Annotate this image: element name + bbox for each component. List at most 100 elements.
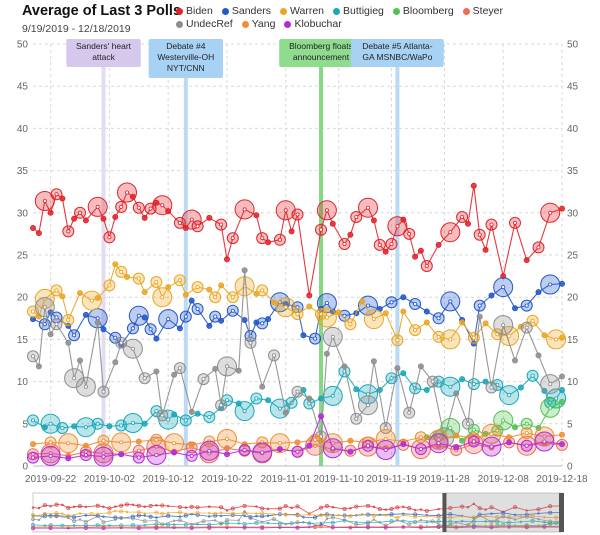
navigator-point bbox=[436, 519, 441, 524]
data-point-center bbox=[130, 420, 135, 425]
data-point-biden bbox=[470, 182, 477, 189]
data-point-klobuchar bbox=[118, 451, 125, 458]
navigator-point bbox=[378, 513, 382, 517]
data-point-undecref bbox=[370, 358, 377, 365]
data-point-center bbox=[154, 452, 159, 457]
navigator-point bbox=[201, 519, 206, 524]
navigator-handle-left[interactable] bbox=[442, 493, 447, 532]
navigator-point bbox=[324, 503, 329, 509]
data-point-buttigieg bbox=[141, 420, 148, 427]
navigator-point bbox=[83, 525, 88, 531]
legend-item-sanders[interactable]: Sanders bbox=[221, 5, 271, 18]
data-point-center bbox=[207, 414, 212, 419]
navigator-point bbox=[124, 502, 130, 507]
legend-label: Buttigieg bbox=[343, 5, 384, 17]
navigator-point bbox=[260, 506, 265, 511]
navigator-point bbox=[436, 524, 441, 529]
data-point-center bbox=[389, 376, 394, 381]
navigator-point bbox=[142, 519, 147, 524]
data-point-biden bbox=[382, 248, 389, 255]
legend-item-undecref[interactable]: UndecRef bbox=[176, 18, 233, 31]
navigator-point bbox=[54, 513, 59, 518]
navigator-point bbox=[260, 525, 265, 530]
legend-item-buttigieg[interactable]: Buttigieg bbox=[333, 5, 384, 18]
y-tick-label-right: 10 bbox=[567, 377, 579, 388]
data-point-center bbox=[471, 335, 476, 340]
navigator-point bbox=[537, 524, 540, 527]
navigator-point bbox=[460, 514, 464, 518]
navigator-point bbox=[278, 526, 282, 529]
navigator-point bbox=[501, 510, 506, 515]
navigator-point bbox=[349, 525, 352, 528]
data-point-center bbox=[513, 220, 518, 225]
data-point-center bbox=[318, 227, 323, 232]
navigator-line-yang bbox=[32, 525, 563, 528]
navigator-point bbox=[160, 522, 165, 527]
data-point-center bbox=[436, 441, 441, 446]
y-tick-label-left: 30 bbox=[17, 208, 29, 219]
y-tick-label-right: 15 bbox=[567, 335, 579, 346]
navigator-point bbox=[130, 516, 135, 521]
data-point-biden bbox=[435, 241, 442, 248]
data-point-biden bbox=[482, 246, 489, 253]
main-chart: 0 0 5 5 10 10 15 15 20 20 25 25 30 30 35 35 40 40 45 45 50 50… bbox=[17, 39, 588, 485]
legend-item-bloomberg[interactable]: Bloomberg bbox=[392, 5, 454, 18]
navigator-point bbox=[154, 525, 159, 530]
data-point-warren bbox=[359, 298, 366, 305]
data-point-center bbox=[119, 340, 124, 345]
legend-item-steyer[interactable]: Steyer bbox=[462, 5, 503, 18]
data-point-warren bbox=[112, 261, 119, 268]
navigator-point bbox=[537, 517, 540, 521]
data-point-center bbox=[395, 338, 400, 343]
navigator-point bbox=[384, 508, 387, 511]
legend-swatch bbox=[392, 8, 400, 15]
navigator-point bbox=[543, 525, 546, 529]
legend-item-biden[interactable]: Biden bbox=[176, 5, 213, 18]
data-point-center bbox=[107, 283, 112, 288]
data-point-center bbox=[524, 443, 529, 448]
navigator-point bbox=[107, 506, 112, 511]
data-point-center bbox=[119, 423, 124, 428]
navigator-handle-right[interactable] bbox=[559, 493, 564, 532]
navigator-series bbox=[30, 502, 565, 531]
data-point-biden bbox=[329, 220, 336, 227]
navigator-point bbox=[195, 510, 200, 515]
data-point-center bbox=[548, 282, 553, 287]
navigator-line-bloomberg bbox=[426, 522, 563, 528]
data-point-center bbox=[377, 242, 382, 247]
navigator-point bbox=[519, 520, 523, 524]
data-point-buttigieg bbox=[517, 384, 524, 391]
x-tick-label: 2019-11-19 bbox=[366, 474, 417, 485]
navigator-point bbox=[495, 519, 500, 524]
navigator-point bbox=[354, 522, 359, 527]
navigator-point bbox=[154, 524, 159, 529]
navigator-point bbox=[119, 523, 124, 528]
navigator-point bbox=[143, 512, 146, 515]
navigator-point bbox=[260, 520, 264, 524]
data-point-sanders bbox=[265, 316, 272, 323]
data-point-center bbox=[166, 317, 171, 322]
navigator-point bbox=[155, 516, 158, 519]
legend-item-yang[interactable]: Yang bbox=[241, 18, 275, 31]
navigator-point bbox=[402, 519, 405, 522]
navigator-point bbox=[524, 525, 529, 530]
data-point-warren bbox=[541, 332, 548, 339]
series-line-undecref bbox=[32, 270, 563, 438]
data-point-center bbox=[436, 334, 441, 339]
data-point-biden bbox=[71, 215, 78, 222]
navigator-point bbox=[460, 519, 464, 523]
annotation-label: Debate #4 bbox=[166, 41, 205, 51]
data-point-biden bbox=[100, 215, 107, 222]
navigator-point bbox=[190, 522, 193, 526]
data-point-center bbox=[436, 316, 441, 321]
navigator-point bbox=[224, 521, 230, 526]
legend-item-warren[interactable]: Warren bbox=[279, 5, 324, 18]
navigator-point bbox=[460, 504, 465, 509]
navigator-point bbox=[559, 525, 565, 530]
legend-item-klobuchar[interactable]: Klobuchar bbox=[284, 18, 342, 31]
data-point-center bbox=[72, 333, 77, 338]
x-tick-label: 2019-09-22 bbox=[25, 474, 77, 485]
y-tick-label-left: 20 bbox=[17, 293, 29, 304]
data-point-center bbox=[160, 413, 165, 418]
navigator-point bbox=[154, 510, 159, 515]
